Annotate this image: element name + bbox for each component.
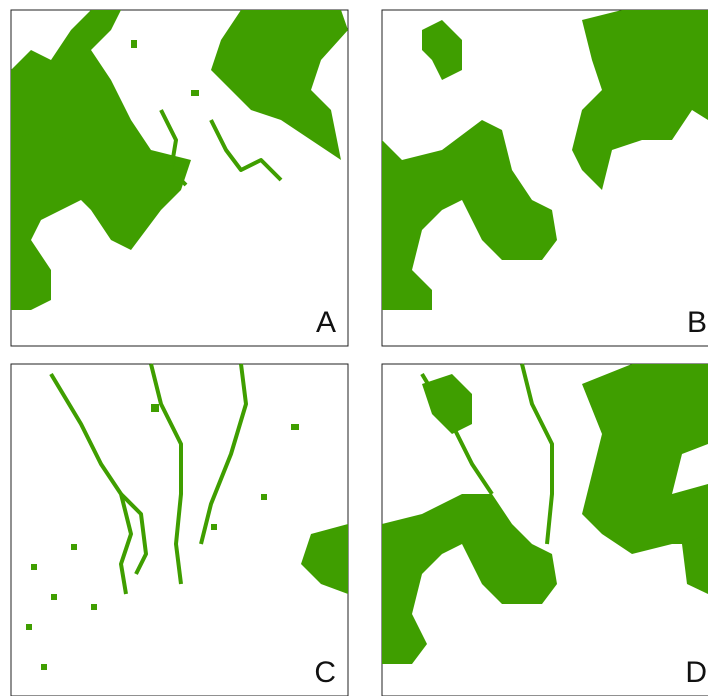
land-cover bbox=[41, 664, 47, 670]
land-cover bbox=[91, 604, 97, 610]
land-cover bbox=[261, 494, 267, 500]
land-cover bbox=[31, 564, 37, 570]
panel-frame bbox=[11, 364, 348, 696]
panel-label: A bbox=[316, 306, 336, 339]
land-cover bbox=[211, 524, 217, 530]
land-cover bbox=[151, 404, 159, 412]
land-cover bbox=[291, 424, 299, 430]
figure: A B C D bbox=[0, 0, 708, 696]
land-cover bbox=[191, 90, 199, 96]
land-cover bbox=[26, 624, 32, 630]
panel-a: A bbox=[11, 10, 348, 346]
land-cover bbox=[71, 544, 77, 550]
land-cover bbox=[51, 594, 57, 600]
panel-b: B bbox=[382, 10, 708, 346]
land-cover bbox=[131, 40, 137, 48]
page: A B C D (() => { cons bbox=[0, 0, 708, 696]
panel-label: B bbox=[687, 306, 707, 339]
panel-label: C bbox=[314, 656, 336, 689]
panel-label: D bbox=[685, 656, 707, 689]
panel-d: D bbox=[382, 364, 708, 696]
panel-c: C bbox=[11, 364, 348, 696]
